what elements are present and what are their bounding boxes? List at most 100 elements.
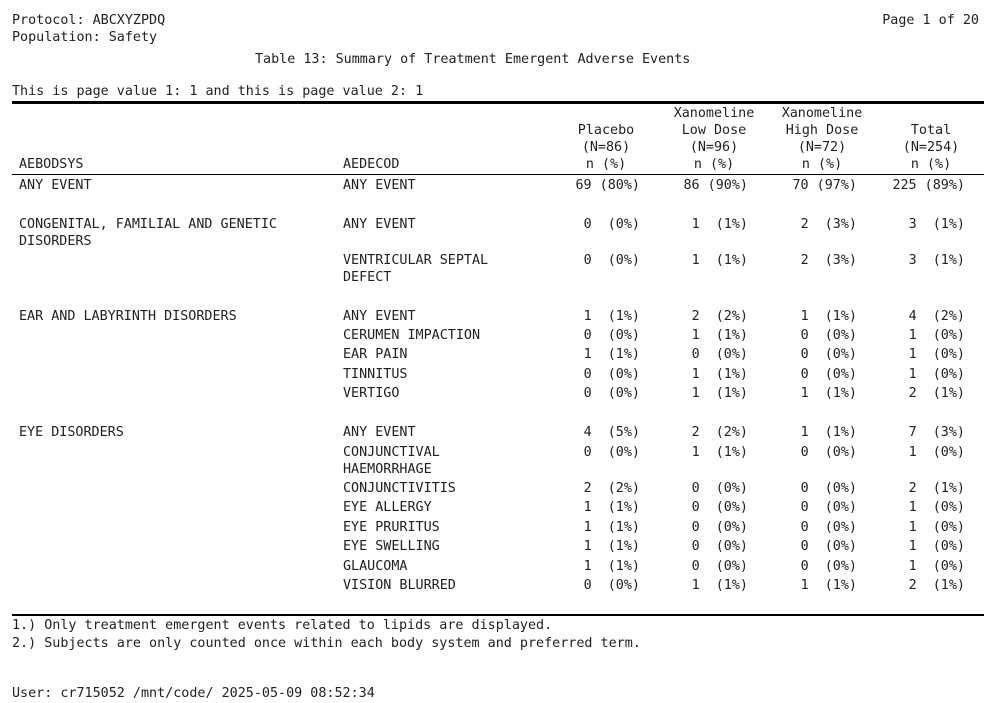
count-cell: 1 (0%) <box>908 367 965 382</box>
col-aebodsys: AEBODSYS <box>19 157 84 172</box>
count-cell: 0 (0%) <box>691 500 748 515</box>
count-cell: 0 (0%) <box>583 253 640 268</box>
count-cell: 0 (0%) <box>583 445 640 460</box>
count-cell: 1 (1%) <box>691 328 748 343</box>
preferred-term-cell: TINNITUS <box>343 367 408 382</box>
count-cell: 69 (80%) <box>575 178 641 193</box>
count-cell: 1 (1%) <box>800 578 857 593</box>
count-cell: 0 (0%) <box>583 578 640 593</box>
count-cell: 0 (0%) <box>583 367 640 382</box>
preferred-term-cell: EAR PAIN <box>343 347 408 362</box>
group-header-line2: Total <box>910 123 952 138</box>
count-cell: 1 (0%) <box>908 445 965 460</box>
preferred-term-cell: VISION BLURRED <box>343 578 456 593</box>
count-cell: 0 (0%) <box>800 367 857 382</box>
group-header-line1: Xanomeline <box>673 106 755 121</box>
group-header-line2: Low Dose <box>681 123 747 138</box>
body-system-cell: CONGENITAL, FAMILIAL AND GENETIC DISORDE… <box>19 217 277 249</box>
group-header-n: (N=72) <box>797 140 847 155</box>
group-header-stat: n (%) <box>693 157 735 172</box>
count-cell: 1 (1%) <box>583 347 640 362</box>
group-header-line2: High Dose <box>785 123 859 138</box>
count-cell: 3 (1%) <box>908 217 965 232</box>
bottom-rule <box>12 614 984 616</box>
preferred-term-cell: ANY EVENT <box>343 309 416 324</box>
count-cell: 1 (0%) <box>908 328 965 343</box>
count-cell: 86 (90%) <box>683 178 749 193</box>
count-cell: 0 (0%) <box>800 445 857 460</box>
preferred-term-cell: VENTRICULAR SEPTAL DEFECT <box>343 253 489 285</box>
count-cell: 1 (0%) <box>908 347 965 362</box>
count-cell: 1 (1%) <box>583 539 640 554</box>
count-cell: 0 (0%) <box>800 500 857 515</box>
count-cell: 225 (89%) <box>892 178 965 193</box>
count-cell: 2 (1%) <box>908 481 965 496</box>
count-cell: 1 (1%) <box>583 520 640 535</box>
group-header-n: (N=254) <box>902 140 960 155</box>
preferred-term-cell: EYE SWELLING <box>343 539 440 554</box>
preferred-term-cell: CERUMEN IMPACTION <box>343 328 481 343</box>
preferred-term-cell: EYE PRURITUS <box>343 520 440 535</box>
count-cell: 2 (1%) <box>908 578 965 593</box>
count-cell: 0 (0%) <box>691 520 748 535</box>
count-cell: 1 (1%) <box>691 445 748 460</box>
user-line: User: cr715052 /mnt/code/ 2025-05-09 08:… <box>12 686 375 701</box>
count-cell: 1 (0%) <box>908 500 965 515</box>
count-cell: 4 (5%) <box>583 425 640 440</box>
footnote-2: 2.) Subjects are only counted once withi… <box>12 636 641 651</box>
page-indicator: Page 1 of 20 <box>882 13 979 28</box>
count-cell: 1 (1%) <box>800 425 857 440</box>
count-cell: 1 (1%) <box>691 386 748 401</box>
count-cell: 4 (2%) <box>908 309 965 324</box>
count-cell: 2 (1%) <box>908 386 965 401</box>
count-cell: 2 (2%) <box>691 425 748 440</box>
preferred-term-cell: GLAUCOMA <box>343 559 408 574</box>
group-header-n: (N=86) <box>581 140 631 155</box>
count-cell: 0 (0%) <box>800 347 857 362</box>
count-cell: 1 (1%) <box>583 309 640 324</box>
count-cell: 1 (1%) <box>800 386 857 401</box>
footnote-1: 1.) Only treatment emergent events relat… <box>12 618 553 633</box>
preferred-term-cell: CONJUNCTIVITIS <box>343 481 456 496</box>
count-cell: 1 (1%) <box>691 253 748 268</box>
table-title: Table 13: Summary of Treatment Emergent … <box>255 52 691 67</box>
count-cell: 0 (0%) <box>691 481 748 496</box>
count-cell: 0 (0%) <box>800 539 857 554</box>
count-cell: 1 (1%) <box>583 500 640 515</box>
group-header-line1: Xanomeline <box>781 106 863 121</box>
body-system-cell: ANY EVENT <box>19 178 92 193</box>
preferred-term-cell: ANY EVENT <box>343 425 416 440</box>
top-rule <box>12 101 984 104</box>
protocol-label: Protocol: ABCXYZPDQ <box>12 13 166 28</box>
count-cell: 1 (1%) <box>691 217 748 232</box>
count-cell: 2 (2%) <box>691 309 748 324</box>
population-label: Population: Safety <box>12 30 158 45</box>
count-cell: 2 (3%) <box>800 253 857 268</box>
count-cell: 0 (0%) <box>800 328 857 343</box>
count-cell: 1 (0%) <box>908 539 965 554</box>
count-cell: 1 (1%) <box>691 367 748 382</box>
body-system-cell: EAR AND LABYRINTH DISORDERS <box>19 309 237 324</box>
count-cell: 1 (0%) <box>908 520 965 535</box>
preferred-term-cell: VERTIGO <box>343 386 400 401</box>
preferred-term-cell: CONJUNCTIVAL HAEMORRHAGE <box>343 445 440 477</box>
count-cell: 7 (3%) <box>908 425 965 440</box>
group-header-stat: n (%) <box>910 157 952 172</box>
count-cell: 70 (97%) <box>792 178 858 193</box>
count-cell: 1 (0%) <box>908 559 965 574</box>
count-cell: 0 (0%) <box>800 481 857 496</box>
page-values-line: This is page value 1: 1 and this is page… <box>12 84 424 99</box>
count-cell: 2 (2%) <box>583 481 640 496</box>
count-cell: 0 (0%) <box>800 559 857 574</box>
count-cell: 1 (1%) <box>583 559 640 574</box>
count-cell: 2 (3%) <box>800 217 857 232</box>
count-cell: 0 (0%) <box>583 386 640 401</box>
body-system-cell: EYE DISORDERS <box>19 425 124 440</box>
count-cell: 1 (1%) <box>691 578 748 593</box>
group-header-stat: n (%) <box>801 157 843 172</box>
count-cell: 3 (1%) <box>908 253 965 268</box>
preferred-term-cell: ANY EVENT <box>343 178 416 193</box>
group-header-n: (N=96) <box>689 140 739 155</box>
count-cell: 0 (0%) <box>691 539 748 554</box>
count-cell: 0 (0%) <box>691 347 748 362</box>
